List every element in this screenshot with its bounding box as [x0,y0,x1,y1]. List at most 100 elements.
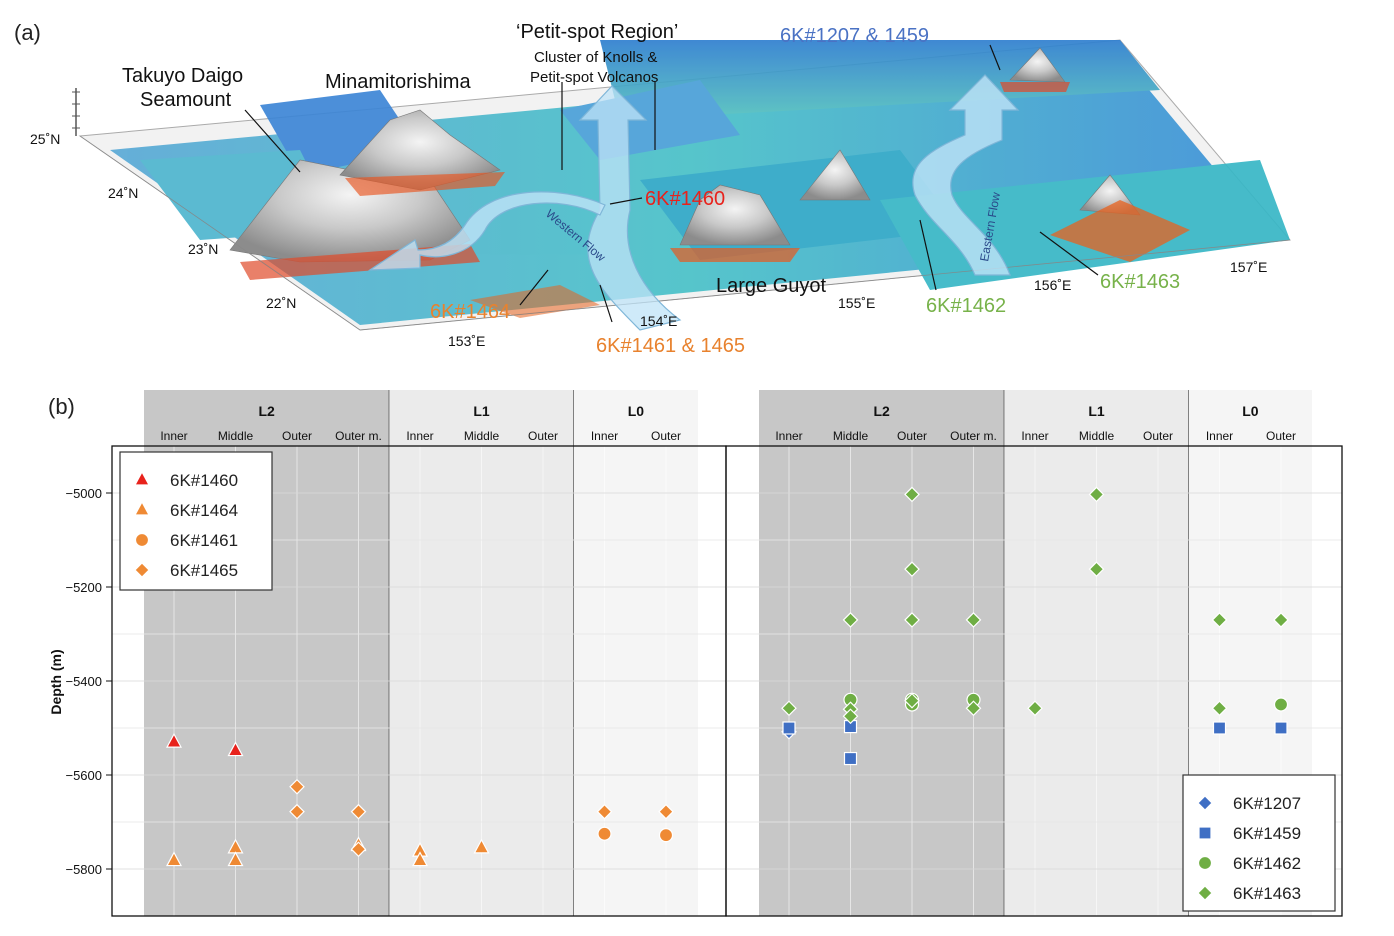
panel-b-label: (b) [48,394,75,419]
data-point-1463 [904,612,920,628]
legend-marker-1463 [1197,885,1213,901]
category-label: Outer [1266,429,1296,443]
dive-1207-1459-label: 6K#1207 & 1459 [780,25,929,47]
legend-label-1461: 6K#1461 [170,531,238,550]
data-point-1463 [1211,700,1228,717]
category-label: Middle [464,429,500,443]
data-point-1464 [473,838,490,854]
zone-bg-l0 [573,390,698,916]
panel-a-label: (a) [14,20,41,45]
legend-marker-1464 [133,500,151,516]
data-point-1460 [165,732,183,748]
lon-155: 155˚E [838,295,875,311]
legend-marker-1460 [133,470,151,486]
y-tick-label: −5600 [65,768,102,783]
data-point-1459 [1212,721,1227,735]
dive-1462-label: 6K#1462 [926,295,1006,317]
zone-label-l0: L0 [1242,403,1259,419]
petit-spot-subtitle-2: Petit-spot Volcanos [530,69,658,86]
zone-bg-l2 [759,390,1005,916]
data-point-1463 [965,612,982,628]
data-point-1463 [904,561,920,577]
data-point-1463 [1088,561,1105,577]
lat-22: 22˚N [266,295,296,311]
y-axis-ticks: −5000 −5200 −5400 −5600 −5800 [65,486,112,877]
legend-label-1464: 6K#1464 [170,501,238,520]
panel-b: (b) L2 Inner Middle Outer Outer m. L1 Inner Mid… [48,390,1343,917]
category-label: Outer [1143,429,1173,443]
y-axis-label: Depth (m) [48,649,64,714]
data-point-1463 [842,612,859,628]
legend-label-1459: 6K#1459 [1233,824,1301,843]
lat-24: 24˚N [108,185,138,201]
lat-25: 25˚N [30,131,60,147]
vertical-scale [72,88,80,136]
dive-1461-1465-label: 6K#1461 & 1465 [596,335,745,357]
longitude-labels: 153˚E 154˚E 155˚E 156˚E 157˚E [448,259,1267,349]
data-point-1463 [1211,612,1228,628]
lon-156: 156˚E [1034,277,1071,293]
y-tick-label: −5000 [65,486,102,501]
category-label: Outer [282,429,312,443]
takuyo-label-1: Takuyo Daigo [122,65,243,87]
data-point-1463 [1027,700,1043,717]
legend-label-1463: 6K#1463 [1233,884,1301,903]
legend-marker-1207 [1197,795,1213,811]
data-point-1465 [289,803,305,820]
y-tick-label: −5400 [65,674,102,689]
data-point-1465 [350,841,367,858]
data-point-1460 [227,741,244,757]
large-guyot-label: Large Guyot [716,275,827,297]
category-label: Inner [1206,429,1233,443]
zone-label-l0: L0 [628,403,645,419]
category-label: Middle [833,429,869,443]
map-grid [79,135,1291,331]
large-guyot [679,184,791,246]
latitude-labels: 25˚N 24˚N 23˚N 22˚N [30,131,296,311]
legend-marker-1459 [1198,826,1212,840]
data-point-1463 [904,486,920,503]
category-label: Outer [528,429,558,443]
lon-153: 153˚E [448,333,485,349]
category-label: Middle [1079,429,1115,443]
legend-label-1207: 6K#1207 [1233,794,1301,813]
data-point-1463 [1273,612,1289,628]
data-point-1465 [289,778,305,795]
data-point-1464 [165,851,183,867]
petit-spot-region-label: ‘Petit-spot Region’ [516,21,678,43]
category-label: Inner [406,429,433,443]
legend-marker-1462 [1197,855,1213,871]
category-label: Inner [775,429,802,443]
lon-154: 154˚E [640,313,677,329]
data-point-1464 [411,851,429,867]
minamitorishima-label: Minamitorishima [325,71,471,93]
legend-label-1460: 6K#1460 [170,471,238,490]
data-point-1461 [658,828,674,843]
callout-lines [244,44,1099,323]
plot-frame [725,445,1343,917]
data-point-1463 [781,700,797,717]
data-point-1465 [350,803,367,820]
legend-label-1462: 6K#1462 [1233,854,1301,873]
data-point-1461 [597,826,612,841]
zone-label-l2: L2 [873,403,890,419]
category-label: Inner [160,429,187,443]
category-label: Outer m. [950,429,997,443]
depth-chart-right: L2 Inner Middle Outer Outer m. L1 Inner Middle O… [725,390,1343,917]
lon-157: 157˚E [1230,259,1267,275]
legend-box [1182,774,1336,912]
data-point-1459 [1274,721,1288,735]
dive-1460-label: 6K#1460 [645,188,725,210]
takuyo-label-2: Seamount [140,89,232,111]
category-label: Middle [218,429,254,443]
zone-label-l2: L2 [258,403,275,419]
legend-marker-1461 [134,532,150,548]
data-point-1463 [1088,486,1105,503]
seamounts [229,47,1190,318]
data-point-1463 [965,700,982,717]
y-tick-label: −5200 [65,580,102,595]
dive-1464-label: 6K#1464 [430,301,510,323]
legend-label-1465: 6K#1465 [170,561,238,580]
category-label: Inner [1021,429,1048,443]
data-point-1464 [227,851,244,867]
